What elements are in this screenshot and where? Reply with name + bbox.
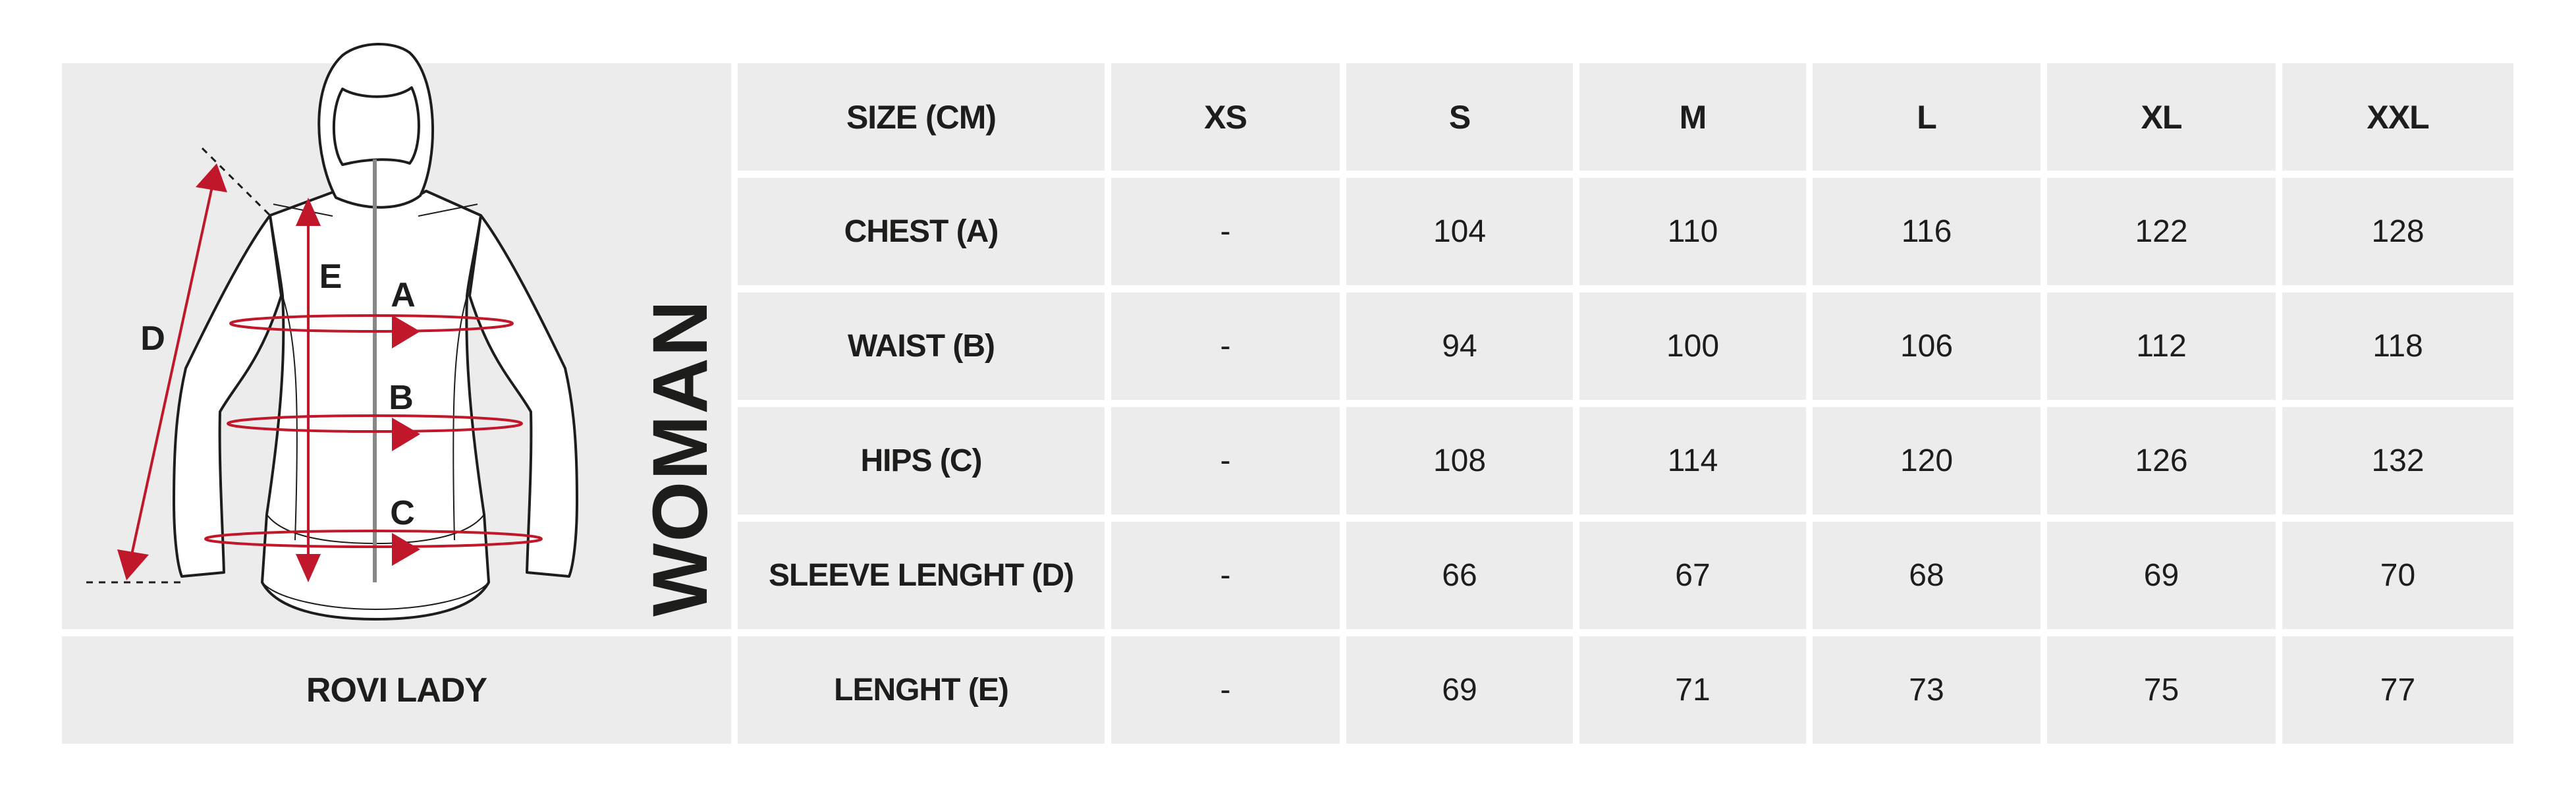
row-label: SLEEVE LENGHT (D) (738, 522, 1105, 629)
measurement-value: 71 (1579, 636, 1806, 744)
measurement-value: 106 (1813, 292, 2041, 400)
size-header-xs: XS (1111, 63, 1340, 171)
letter-d: D (140, 319, 165, 358)
size-header-xxl: XXL (2282, 63, 2513, 171)
size-header-m: M (1579, 63, 1806, 171)
row-label: HIPS (C) (738, 407, 1105, 514)
measurement-value: 128 (2282, 178, 2513, 285)
size-header: SIZE (CM) (738, 63, 1105, 171)
measurement-value: 77 (2282, 636, 2513, 744)
waist-measure-ring (227, 414, 523, 433)
jacket-measurement-diagram: E A B C D (86, 42, 578, 621)
measurement-value: 70 (2282, 522, 2513, 629)
hood-opening (332, 86, 420, 166)
measurement-value: 104 (1346, 178, 1573, 285)
measurement-value: 118 (2282, 292, 2513, 400)
measurement-value: - (1111, 178, 1340, 285)
length-arrow-up-icon (296, 198, 321, 226)
waist-arrow-icon (392, 418, 420, 451)
letter-b: B (389, 379, 414, 417)
chest-measure-ring (229, 314, 514, 333)
measurement-value: 75 (2047, 636, 2276, 744)
row-label: WAIST (B) (738, 292, 1105, 400)
size-header-xl: XL (2047, 63, 2276, 171)
jacket-diagram-panel: E A B C D WOMAN (62, 42, 731, 629)
model-name: ROVI LADY (62, 636, 731, 744)
measurement-value: 67 (1579, 522, 1806, 629)
right-sleeve (468, 214, 578, 578)
measurement-value: - (1111, 636, 1340, 744)
measurement-value: 110 (1579, 178, 1806, 285)
measurement-value: 100 (1579, 292, 1806, 400)
measurement-value: 66 (1346, 522, 1573, 629)
sleeve-arrow-up-icon (196, 163, 227, 192)
sleeve-arrow-line (128, 177, 215, 567)
measurement-value: 94 (1346, 292, 1573, 400)
length-arrow-down-icon (296, 554, 321, 582)
letter-c: C (390, 494, 415, 532)
hips-arrow-icon (392, 533, 420, 566)
size-header-l: L (1813, 63, 2041, 171)
size-chart: E A B C D WOMAN ROVI LADY SIZE (CM) XS S M L… (62, 42, 2513, 744)
measurement-value: - (1111, 522, 1340, 629)
row-label: CHEST (A) (738, 178, 1105, 285)
measurement-value: 68 (1813, 522, 2041, 629)
measurement-value: 73 (1813, 636, 2041, 744)
measurement-value: 120 (1813, 407, 2041, 514)
left-sleeve (173, 214, 283, 578)
hips-measure-ring (204, 530, 543, 548)
measurement-value: 108 (1346, 407, 1573, 514)
gender-label: WOMAN (637, 299, 724, 617)
measurement-value: 69 (1346, 636, 1573, 744)
measurement-value: 112 (2047, 292, 2276, 400)
sleeve-arrow-down-icon (117, 549, 149, 580)
letter-e: E (319, 258, 343, 296)
size-header-s: S (1346, 63, 1573, 171)
measurement-value: 114 (1579, 407, 1806, 514)
measurement-value: 122 (2047, 178, 2276, 285)
measurement-value: 132 (2282, 407, 2513, 514)
row-label: LENGHT (E) (738, 636, 1105, 744)
measurement-value: 69 (2047, 522, 2276, 629)
letter-a: A (391, 276, 416, 314)
measurement-value: - (1111, 407, 1340, 514)
measurement-value: 126 (2047, 407, 2276, 514)
measurement-value: 116 (1813, 178, 2041, 285)
measurement-value: - (1111, 292, 1340, 400)
chest-arrow-icon (392, 315, 420, 348)
